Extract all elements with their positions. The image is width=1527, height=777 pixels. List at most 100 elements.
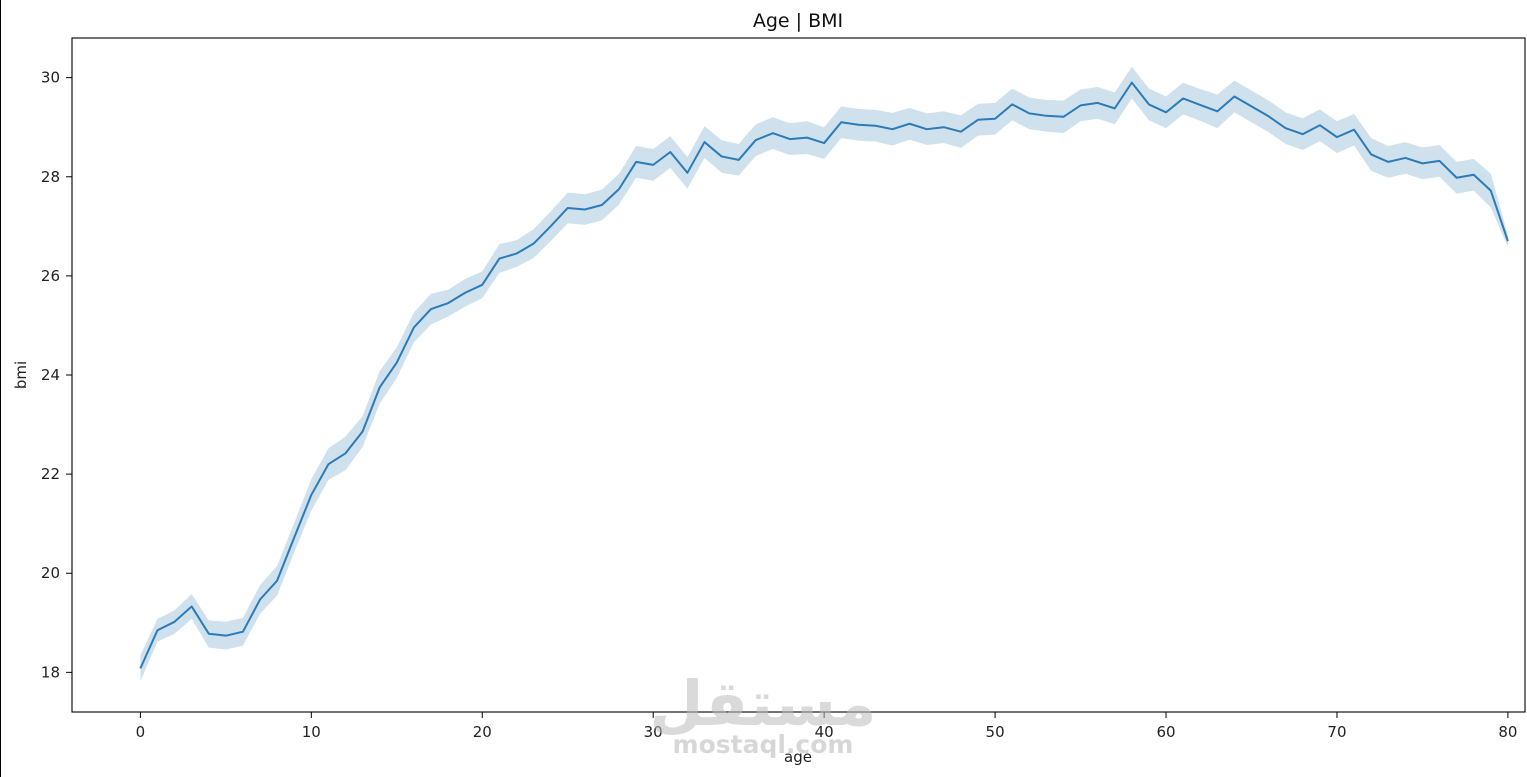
data-point	[241, 630, 245, 634]
series-line	[139, 81, 1509, 669]
data-point	[1369, 152, 1373, 156]
plot-area	[139, 66, 1509, 682]
y-axis-label: bmi	[12, 361, 30, 389]
data-points	[138, 81, 1510, 671]
data-point	[925, 127, 929, 131]
confidence-band	[140, 66, 1508, 682]
data-point	[1164, 110, 1168, 114]
chart-title: Age | BMI	[753, 10, 843, 32]
data-point	[378, 385, 382, 389]
data-point	[361, 429, 365, 433]
data-point	[138, 666, 142, 670]
data-point	[1386, 160, 1390, 164]
data-point	[309, 493, 313, 497]
data-point	[1301, 132, 1305, 136]
data-point	[908, 122, 912, 126]
data-point	[1215, 109, 1219, 113]
y-tick-label: 18	[41, 663, 60, 681]
data-point	[1027, 111, 1031, 115]
data-point	[1044, 114, 1048, 118]
y-tick-label: 26	[41, 267, 60, 285]
data-point	[1318, 123, 1322, 127]
data-point	[685, 171, 689, 175]
data-point	[463, 291, 467, 295]
data-point	[497, 257, 501, 261]
data-point	[942, 125, 946, 129]
data-point	[702, 140, 706, 144]
data-point	[668, 150, 672, 154]
data-point	[754, 138, 758, 142]
y-tick-label: 22	[41, 465, 60, 483]
data-point	[976, 118, 980, 122]
left-frame-edge	[0, 0, 1, 777]
data-point	[634, 160, 638, 164]
data-point	[275, 579, 279, 583]
data-point	[1335, 135, 1339, 139]
data-point	[891, 127, 895, 131]
data-point	[583, 207, 587, 211]
data-point	[549, 224, 553, 228]
x-tick-label: 70	[1327, 723, 1346, 741]
data-point	[258, 598, 262, 602]
data-point	[326, 462, 330, 466]
data-point	[1506, 239, 1510, 243]
data-point	[532, 242, 536, 246]
watermark-latin: mostaql.com	[673, 730, 854, 759]
data-point	[190, 604, 194, 608]
data-point	[429, 307, 433, 311]
data-point	[155, 628, 159, 632]
data-point	[566, 206, 570, 210]
data-point	[344, 451, 348, 455]
y-tick-label: 28	[41, 168, 60, 186]
x-tick-label: 20	[473, 723, 492, 741]
data-point	[651, 163, 655, 167]
data-point	[1472, 173, 1476, 177]
x-tick-label: 0	[136, 723, 146, 741]
data-point	[395, 361, 399, 365]
data-point	[805, 136, 809, 140]
data-point	[1455, 176, 1459, 180]
data-point	[1198, 103, 1202, 107]
data-point	[993, 117, 997, 121]
data-point	[480, 283, 484, 287]
data-point	[1352, 128, 1356, 132]
data-point	[1181, 96, 1185, 100]
data-point	[173, 620, 177, 624]
data-point	[1438, 159, 1442, 163]
data-point	[600, 203, 604, 207]
data-point	[856, 123, 860, 127]
data-point	[1010, 102, 1014, 106]
x-tick-label: 10	[302, 723, 321, 741]
y-tick-label: 20	[41, 564, 60, 582]
data-point	[1061, 115, 1065, 119]
data-point	[873, 124, 877, 128]
x-axis-label: age	[784, 748, 812, 766]
data-point	[1232, 94, 1236, 98]
data-point	[1079, 103, 1083, 107]
data-point	[1284, 126, 1288, 130]
data-point	[1249, 104, 1253, 108]
x-axis-ticks: 0 10 20 30 40 50 60 70 80	[136, 712, 1517, 741]
data-point	[839, 120, 843, 124]
x-tick-label: 30	[644, 723, 663, 741]
data-point	[207, 632, 211, 636]
data-point	[412, 325, 416, 329]
x-tick-label: 40	[815, 723, 834, 741]
data-point	[788, 137, 792, 141]
watermark: مستقل mostaql.com	[650, 667, 877, 759]
y-tick-label: 30	[41, 69, 60, 87]
data-point	[822, 141, 826, 145]
y-axis-ticks: 18 20 22 24 26 28 30	[41, 69, 72, 681]
data-point	[514, 252, 518, 256]
watermark-arabic: مستقل	[650, 667, 877, 740]
data-point	[1489, 189, 1493, 193]
data-point	[720, 154, 724, 158]
data-point	[292, 536, 296, 540]
x-tick-label: 50	[986, 723, 1005, 741]
data-point	[224, 634, 228, 638]
data-point	[1113, 106, 1117, 110]
data-point	[737, 158, 741, 162]
data-point	[959, 130, 963, 134]
x-tick-label: 60	[1156, 723, 1175, 741]
